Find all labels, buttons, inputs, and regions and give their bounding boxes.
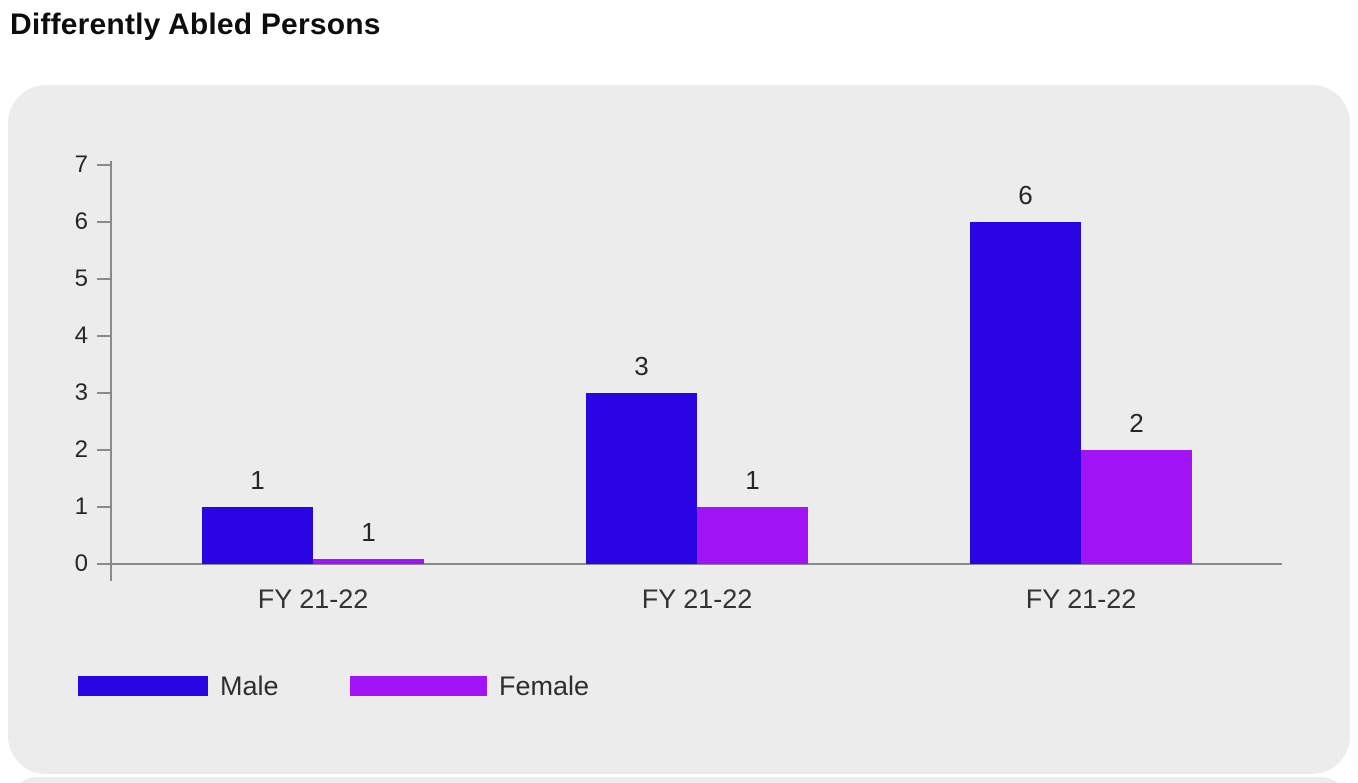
male-bar-value-label: 6 [1018,180,1033,210]
male-legend-label: Male [220,670,279,701]
male-legend-swatch [78,676,208,696]
y-axis-tick [97,392,111,394]
legend-item-female: Female [350,668,589,704]
x-axis-category-label: FY 21-22 [257,584,369,614]
male-bar [970,222,1081,564]
male-bar [586,393,697,564]
y-axis-tick [97,506,111,508]
next-card-peek [8,777,1350,783]
x-axis-category-label: FY 21-22 [1025,584,1137,614]
female-bar-value-label: 1 [361,517,376,547]
female-legend-swatch [350,676,487,696]
y-axis-tick [97,164,111,166]
y-axis-tick-label: 7 [74,151,88,178]
female-bar-value-label: 1 [745,465,760,495]
y-axis-tick [97,221,111,223]
page-title: Differently Abled Persons [10,8,381,41]
y-axis-tick [97,563,111,565]
y-axis-tick [97,335,111,337]
legend-item-male: Male [78,668,279,704]
y-axis-line [110,161,112,581]
y-axis-tick-label: 1 [74,493,88,520]
male-bar [202,507,313,564]
x-axis-line [111,563,1282,565]
female-bar [697,507,808,564]
y-axis-tick-label: 5 [74,265,88,292]
female-bar [1081,450,1192,564]
y-axis-tick-label: 4 [74,322,88,349]
y-axis-tick-label: 0 [74,550,88,577]
y-axis-tick [97,449,111,451]
female-bar [313,559,424,564]
y-axis-tick-label: 2 [74,436,88,463]
male-bar-value-label: 1 [250,465,265,495]
female-legend-label: Female [499,670,590,701]
x-axis-category-label: FY 21-22 [641,584,753,614]
y-axis-tick-label: 3 [74,379,88,406]
y-axis-tick-label: 6 [74,208,88,235]
male-bar-value-label: 3 [634,351,649,381]
y-axis-tick [97,278,111,280]
female-bar-value-label: 2 [1129,408,1144,438]
